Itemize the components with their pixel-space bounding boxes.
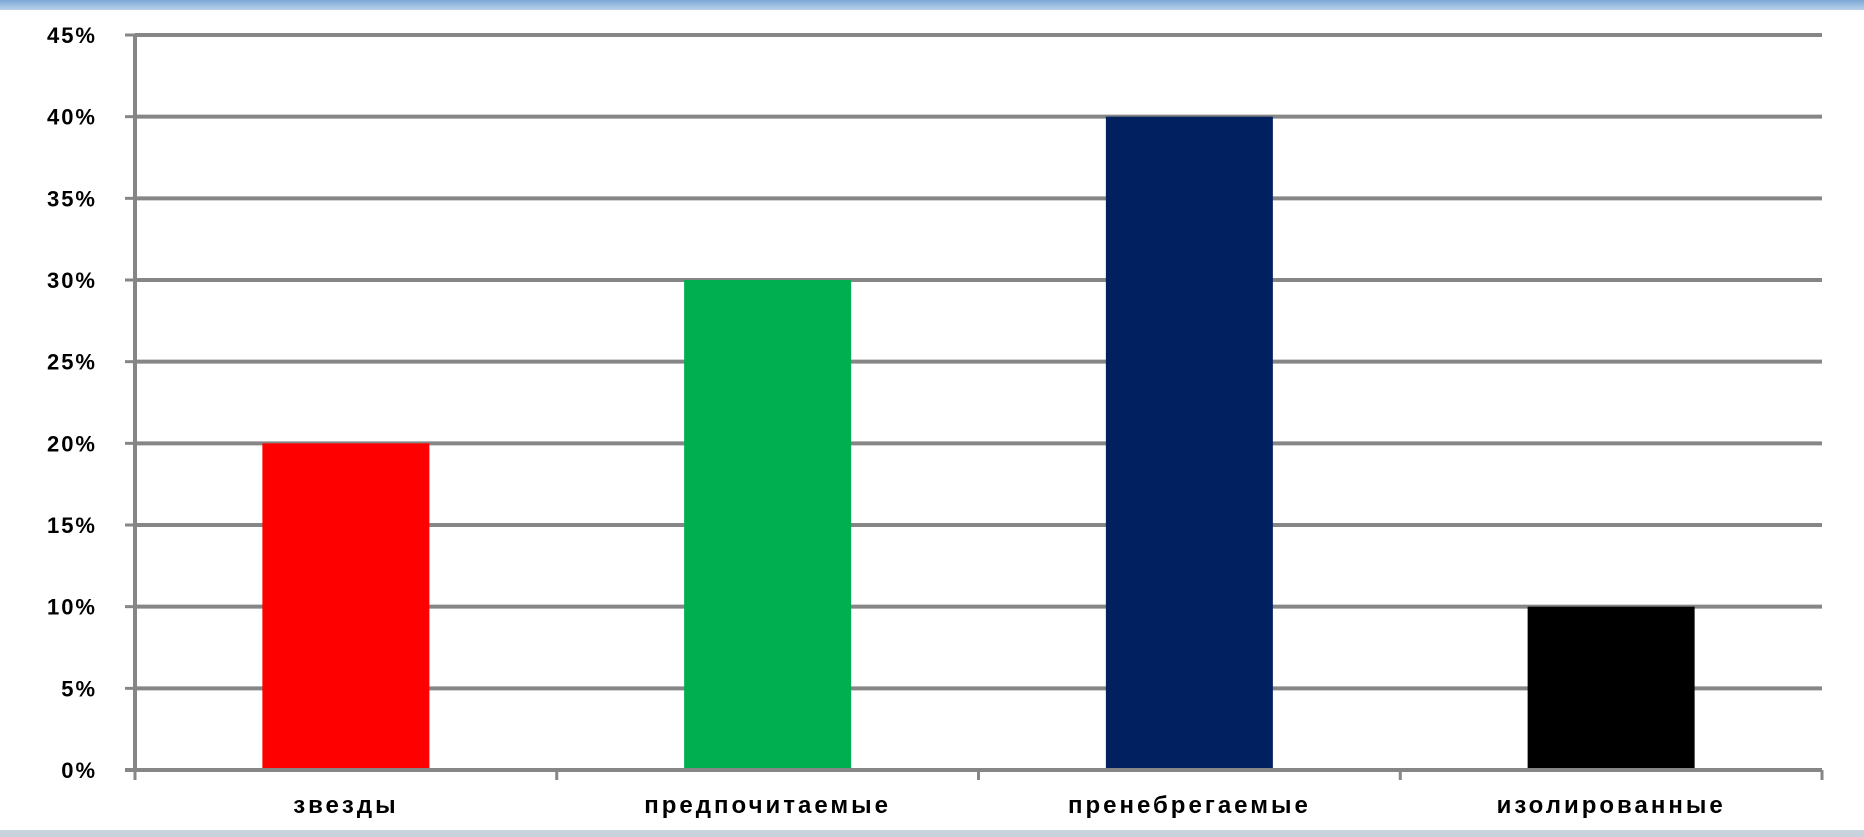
y-tick-label: 10% [47, 595, 97, 620]
y-tick-label: 35% [47, 186, 97, 211]
bar-3 [1105, 116, 1273, 770]
axes [125, 33, 1824, 780]
window-top-strip [0, 0, 1864, 10]
y-tick-label: 20% [47, 431, 97, 456]
x-category-label: изолированные [1497, 792, 1726, 819]
x-category-labels: звезды предпочитаемые пренебрегаемые изолир… [293, 792, 1726, 819]
bar-4 [1527, 606, 1695, 770]
bar-1 [262, 443, 430, 770]
y-tick-label: 45% [47, 23, 97, 48]
y-tick-label: 5% [61, 676, 97, 701]
bar-2 [684, 280, 852, 770]
y-tick-label: 25% [47, 350, 97, 375]
x-category-label: пренебрегаемые [1068, 792, 1311, 819]
y-tick-label: 30% [47, 268, 97, 293]
y-tick-label: 40% [47, 105, 97, 130]
bars [262, 116, 1695, 770]
x-category-label: звезды [293, 792, 398, 819]
window-bottom-strip [0, 830, 1864, 837]
x-category-label: предпочитаемые [644, 792, 891, 819]
y-tick-labels: 0% 5% 10% 15% 20% 25% 30% 35% 40% 45% [47, 23, 97, 783]
y-tick-label: 0% [61, 758, 97, 783]
y-tick-label: 15% [47, 513, 97, 538]
